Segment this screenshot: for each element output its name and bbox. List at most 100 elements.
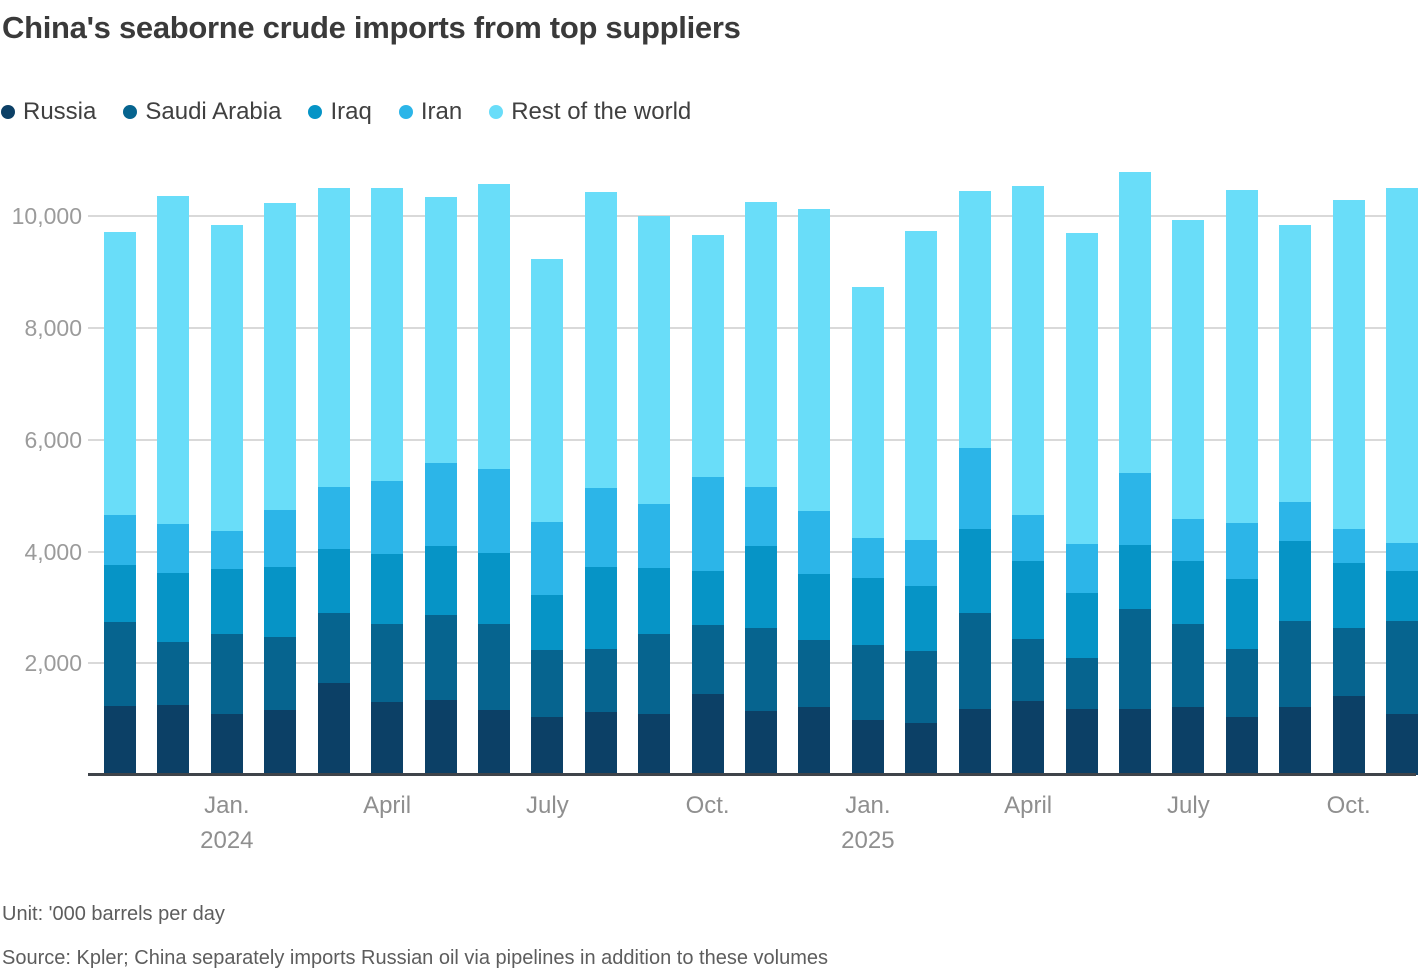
bar-segment[interactable] bbox=[638, 714, 671, 775]
bar-segment[interactable] bbox=[584, 566, 617, 650]
bar-segment[interactable] bbox=[798, 510, 831, 574]
bar-segment[interactable] bbox=[477, 469, 510, 553]
bar-segment[interactable] bbox=[691, 477, 724, 572]
bar-segment[interactable] bbox=[691, 625, 724, 694]
bar-segment[interactable] bbox=[104, 706, 136, 775]
bar-segment[interactable] bbox=[691, 234, 724, 478]
bar-segment[interactable] bbox=[1332, 562, 1365, 629]
bar-segment[interactable] bbox=[477, 552, 510, 624]
bar-segment[interactable] bbox=[1118, 708, 1151, 775]
bar-segment[interactable] bbox=[264, 509, 297, 567]
bar-segment[interactable] bbox=[1279, 225, 1312, 502]
bar-segment[interactable] bbox=[798, 573, 831, 640]
bar-segment[interactable] bbox=[1386, 713, 1419, 775]
bar-segment[interactable] bbox=[851, 645, 884, 720]
bar-segment[interactable] bbox=[584, 711, 617, 775]
bar-segment[interactable] bbox=[905, 650, 938, 724]
bar-segment[interactable] bbox=[1332, 628, 1365, 696]
bar-segment[interactable] bbox=[798, 639, 831, 707]
bar-segment[interactable] bbox=[424, 463, 457, 546]
bar-segment[interactable] bbox=[1012, 514, 1045, 562]
bar-segment[interactable] bbox=[905, 723, 938, 775]
bar-segment[interactable] bbox=[210, 531, 243, 570]
bar-segment[interactable] bbox=[851, 287, 884, 539]
bar-segment[interactable] bbox=[851, 538, 884, 578]
bar-segment[interactable] bbox=[1386, 542, 1419, 572]
bar-segment[interactable] bbox=[1012, 185, 1045, 515]
bar-segment[interactable] bbox=[745, 710, 778, 775]
bar-segment[interactable] bbox=[958, 528, 991, 613]
bar-segment[interactable] bbox=[905, 585, 938, 651]
bar-segment[interactable] bbox=[638, 633, 671, 715]
bar-segment[interactable] bbox=[371, 554, 404, 624]
bar-segment[interactable] bbox=[958, 612, 991, 709]
bar-segment[interactable] bbox=[1225, 716, 1258, 775]
bar-segment[interactable] bbox=[157, 573, 190, 643]
bar-segment[interactable] bbox=[1386, 621, 1419, 714]
bar-segment[interactable] bbox=[424, 700, 457, 775]
bar-segment[interactable] bbox=[104, 564, 136, 623]
bar-segment[interactable] bbox=[905, 539, 938, 586]
bar-segment[interactable] bbox=[424, 614, 457, 701]
bar-segment[interactable] bbox=[531, 649, 564, 718]
bar-segment[interactable] bbox=[638, 567, 671, 634]
bar-segment[interactable] bbox=[264, 637, 297, 711]
bar-segment[interactable] bbox=[584, 488, 617, 567]
bar-segment[interactable] bbox=[958, 448, 991, 529]
bar-segment[interactable] bbox=[371, 623, 404, 702]
bar-segment[interactable] bbox=[371, 701, 404, 775]
bar-segment[interactable] bbox=[1279, 707, 1312, 775]
bar-segment[interactable] bbox=[1012, 561, 1045, 639]
bar-segment[interactable] bbox=[1065, 233, 1098, 545]
bar-segment[interactable] bbox=[210, 713, 243, 775]
bar-segment[interactable] bbox=[371, 480, 404, 555]
bar-segment[interactable] bbox=[317, 682, 350, 775]
bar-segment[interactable] bbox=[958, 191, 991, 449]
bar-segment[interactable] bbox=[1065, 593, 1098, 658]
bar-segment[interactable] bbox=[531, 594, 564, 650]
bar-segment[interactable] bbox=[1332, 200, 1365, 529]
bar-segment[interactable] bbox=[210, 224, 243, 532]
bar-segment[interactable] bbox=[1225, 579, 1258, 650]
bar-segment[interactable] bbox=[1172, 561, 1205, 624]
bar-segment[interactable] bbox=[424, 545, 457, 615]
bar-segment[interactable] bbox=[264, 710, 297, 775]
bar-segment[interactable] bbox=[1065, 657, 1098, 709]
bar-segment[interactable] bbox=[1279, 541, 1312, 622]
bar-segment[interactable] bbox=[1118, 172, 1151, 473]
bar-segment[interactable] bbox=[1012, 701, 1045, 775]
bar-segment[interactable] bbox=[1225, 190, 1258, 524]
bar-segment[interactable] bbox=[745, 545, 778, 629]
bar-segment[interactable] bbox=[691, 693, 724, 775]
bar-segment[interactable] bbox=[905, 231, 938, 540]
bar-segment[interactable] bbox=[477, 623, 510, 711]
bar-segment[interactable] bbox=[317, 487, 350, 550]
bar-segment[interactable] bbox=[157, 523, 190, 574]
bar-segment[interactable] bbox=[1386, 188, 1419, 543]
bar-segment[interactable] bbox=[1332, 695, 1365, 775]
bar-segment[interactable] bbox=[1172, 623, 1205, 707]
bar-segment[interactable] bbox=[798, 706, 831, 775]
bar-segment[interactable] bbox=[1172, 706, 1205, 775]
bar-segment[interactable] bbox=[531, 717, 564, 775]
bar-segment[interactable] bbox=[531, 259, 564, 522]
bar-segment[interactable] bbox=[157, 195, 190, 524]
bar-segment[interactable] bbox=[264, 202, 297, 510]
bar-segment[interactable] bbox=[638, 216, 671, 505]
bar-segment[interactable] bbox=[264, 566, 297, 637]
bar-segment[interactable] bbox=[1012, 638, 1045, 702]
bar-segment[interactable] bbox=[317, 612, 350, 683]
bar-segment[interactable] bbox=[1225, 523, 1258, 580]
bar-segment[interactable] bbox=[1118, 544, 1151, 609]
bar-segment[interactable] bbox=[1279, 621, 1312, 708]
bar-segment[interactable] bbox=[477, 710, 510, 775]
bar-segment[interactable] bbox=[157, 642, 190, 705]
bar-segment[interactable] bbox=[317, 549, 350, 613]
bar-segment[interactable] bbox=[638, 504, 671, 568]
bar-segment[interactable] bbox=[104, 622, 136, 707]
bar-segment[interactable] bbox=[424, 196, 457, 464]
bar-segment[interactable] bbox=[958, 708, 991, 775]
bar-segment[interactable] bbox=[1225, 649, 1258, 717]
bar-segment[interactable] bbox=[691, 571, 724, 626]
bar-segment[interactable] bbox=[477, 184, 510, 470]
